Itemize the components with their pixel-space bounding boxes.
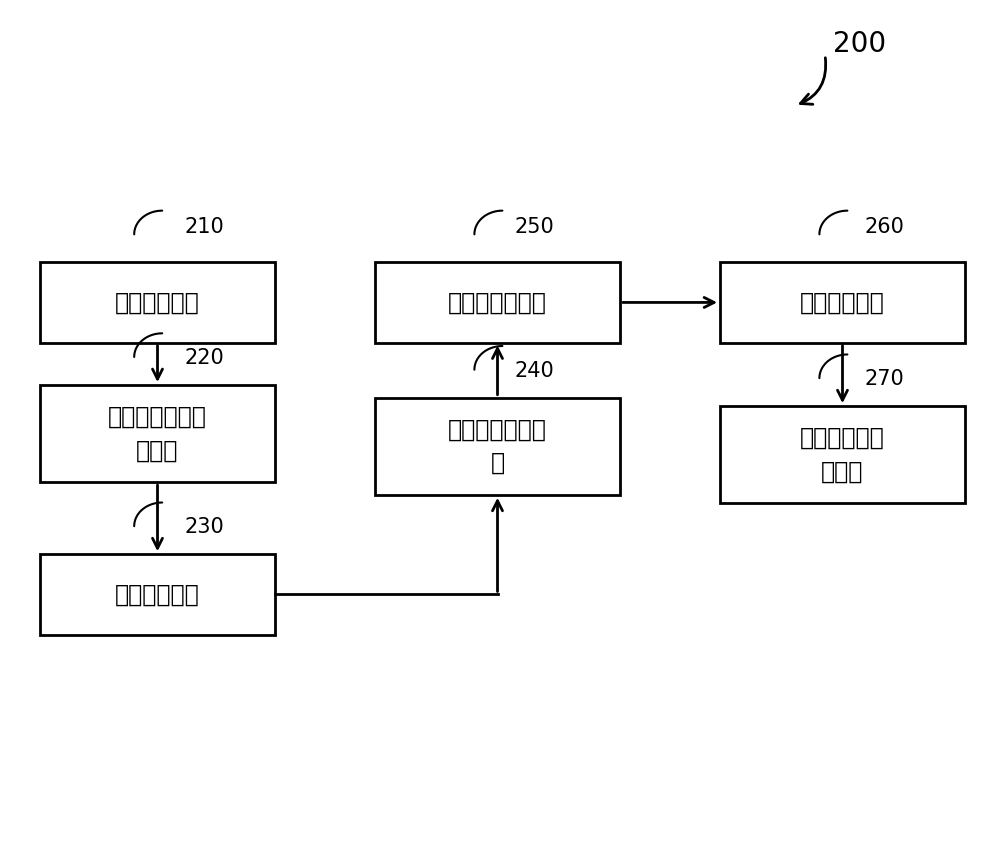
Text: 内容整理模块: 内容整理模块 [115,582,200,607]
Text: 260: 260 [865,217,905,237]
Text: 210: 210 [185,217,225,237]
Bar [720,406,965,503]
Bar [720,262,965,343]
Text: 关键字提取模块: 关键字提取模块 [448,290,547,315]
Text: 类目树索引服
务模块: 类目树索引服 务模块 [800,426,885,483]
Bar [375,398,620,495]
Text: 邮件获取模块: 邮件获取模块 [115,290,200,315]
Text: 230: 230 [185,517,225,537]
Bar [40,554,275,634]
Text: 垃圾邮件过滤处
理模块: 垃圾邮件过滤处 理模块 [108,405,207,462]
Text: 聚合分类模块: 聚合分类模块 [800,290,885,315]
Text: 200: 200 [833,30,887,58]
Text: 270: 270 [865,369,905,389]
Bar [40,262,275,343]
Bar [40,385,275,482]
Text: 240: 240 [515,360,555,381]
Text: 220: 220 [185,348,225,368]
Text: 内容中心提取模
块: 内容中心提取模 块 [448,418,547,475]
Bar [375,262,620,343]
Text: 250: 250 [515,217,555,237]
